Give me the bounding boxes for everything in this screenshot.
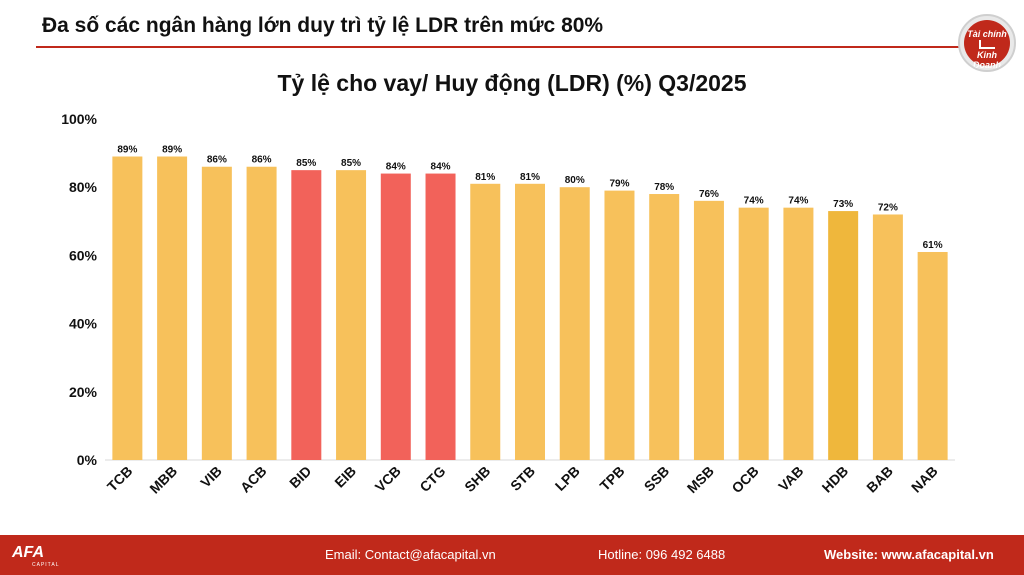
x-tick-label: SSB: [641, 463, 673, 495]
x-tick-label: STB: [507, 463, 538, 494]
x-tick-label: EIB: [331, 463, 359, 491]
data-label: 61%: [923, 240, 943, 251]
headline: Đa số các ngân hàng lớn duy trì tỷ lệ LD…: [42, 14, 604, 37]
bar-eib: [336, 170, 367, 460]
ldr-bar-chart: 0% 20% 40% 60% 80% 100% 89% TCB 89% MBB 86% VIB 86% A…: [61, 111, 955, 497]
data-label: 79%: [609, 179, 629, 190]
bar-tcb: [112, 156, 143, 460]
y-tick-label: 100%: [61, 111, 97, 127]
bar-msb: [693, 200, 724, 460]
x-tick-label: CTG: [416, 463, 448, 495]
bar-ocb: [738, 207, 769, 460]
y-tick-label: 80%: [69, 179, 98, 195]
bar-lpb: [559, 187, 590, 460]
y-tick-label: 60%: [69, 247, 98, 263]
bar-ctg: [425, 173, 456, 460]
bar-vab: [783, 207, 814, 460]
headline-divider: [36, 46, 976, 48]
data-label: 85%: [341, 158, 361, 169]
logo-badge: Tài chính Kinh Doanh: [964, 20, 1010, 70]
bar-vib: [201, 166, 232, 460]
data-label: 85%: [296, 158, 316, 169]
data-label: 84%: [386, 162, 406, 173]
bar-shb: [470, 183, 501, 460]
footer-email[interactable]: Email: Contact@afacapital.vn: [325, 547, 496, 562]
x-tick-label: ACB: [237, 463, 270, 496]
data-label: 74%: [744, 196, 764, 207]
tai-chinh-kinh-doanh-logo: Tài chính Kinh Doanh: [958, 14, 1016, 72]
y-tick-label: 0%: [77, 452, 98, 468]
x-tick-label: VCB: [372, 463, 404, 495]
data-label: 86%: [252, 155, 272, 166]
data-label: 80%: [565, 175, 585, 186]
data-label: 73%: [833, 199, 853, 210]
footer-hotline: Hotline: 096 492 6488: [598, 547, 726, 562]
bar-bab: [872, 214, 903, 460]
chart-title: Tỷ lệ cho vay/ Huy động (LDR) (%) Q3/202…: [277, 70, 747, 96]
x-tick-label: MBB: [146, 463, 180, 497]
x-tick-label: TCB: [104, 463, 136, 495]
bar-ssb: [649, 194, 680, 460]
x-tick-label: BAB: [863, 463, 896, 496]
data-label: 76%: [699, 189, 719, 200]
data-label: 78%: [654, 182, 674, 193]
logo-line2: Kinh Doanh: [973, 50, 1001, 70]
data-label: 74%: [788, 196, 808, 207]
logo-line1: Tài chính: [967, 29, 1007, 39]
bar-acb: [246, 166, 277, 460]
x-tick-label: TPB: [596, 463, 627, 494]
footer-website[interactable]: Website: www.afacapital.vn: [824, 547, 994, 562]
x-tick-label: HDB: [819, 463, 852, 496]
bar-bid: [291, 170, 322, 460]
data-label: 84%: [431, 162, 451, 173]
afa-brand-sub: CAPITAL: [32, 562, 60, 568]
data-label: 86%: [207, 155, 227, 166]
x-tick-label: LPB: [552, 463, 583, 494]
data-label: 89%: [117, 145, 137, 156]
data-label: 81%: [475, 172, 495, 183]
footer: AFA CAPITAL Email: Contact@afacapital.vn…: [0, 535, 1024, 575]
x-tick-label: MSB: [684, 463, 717, 496]
x-tick-label: SHB: [461, 463, 493, 495]
bar-nab: [917, 251, 948, 460]
y-tick-label: 40%: [69, 316, 98, 332]
x-tick-label: OCB: [728, 463, 761, 496]
x-tick-label: NAB: [908, 463, 941, 496]
x-tick-label: BID: [286, 463, 314, 491]
chart-icon: [979, 40, 995, 49]
bar-stb: [515, 183, 545, 460]
data-label: 89%: [162, 145, 182, 156]
bar-tpb: [604, 190, 635, 461]
bar-mbb: [157, 156, 188, 460]
afa-brand-logo: AFA: [12, 544, 44, 561]
bar-hdb: [828, 211, 859, 460]
data-label: 72%: [878, 202, 898, 213]
data-label: 81%: [520, 172, 540, 183]
y-tick-label: 20%: [69, 384, 98, 400]
bar-vcb: [380, 173, 411, 460]
x-tick-label: VIB: [197, 463, 225, 491]
x-tick-label: VAB: [775, 463, 806, 494]
